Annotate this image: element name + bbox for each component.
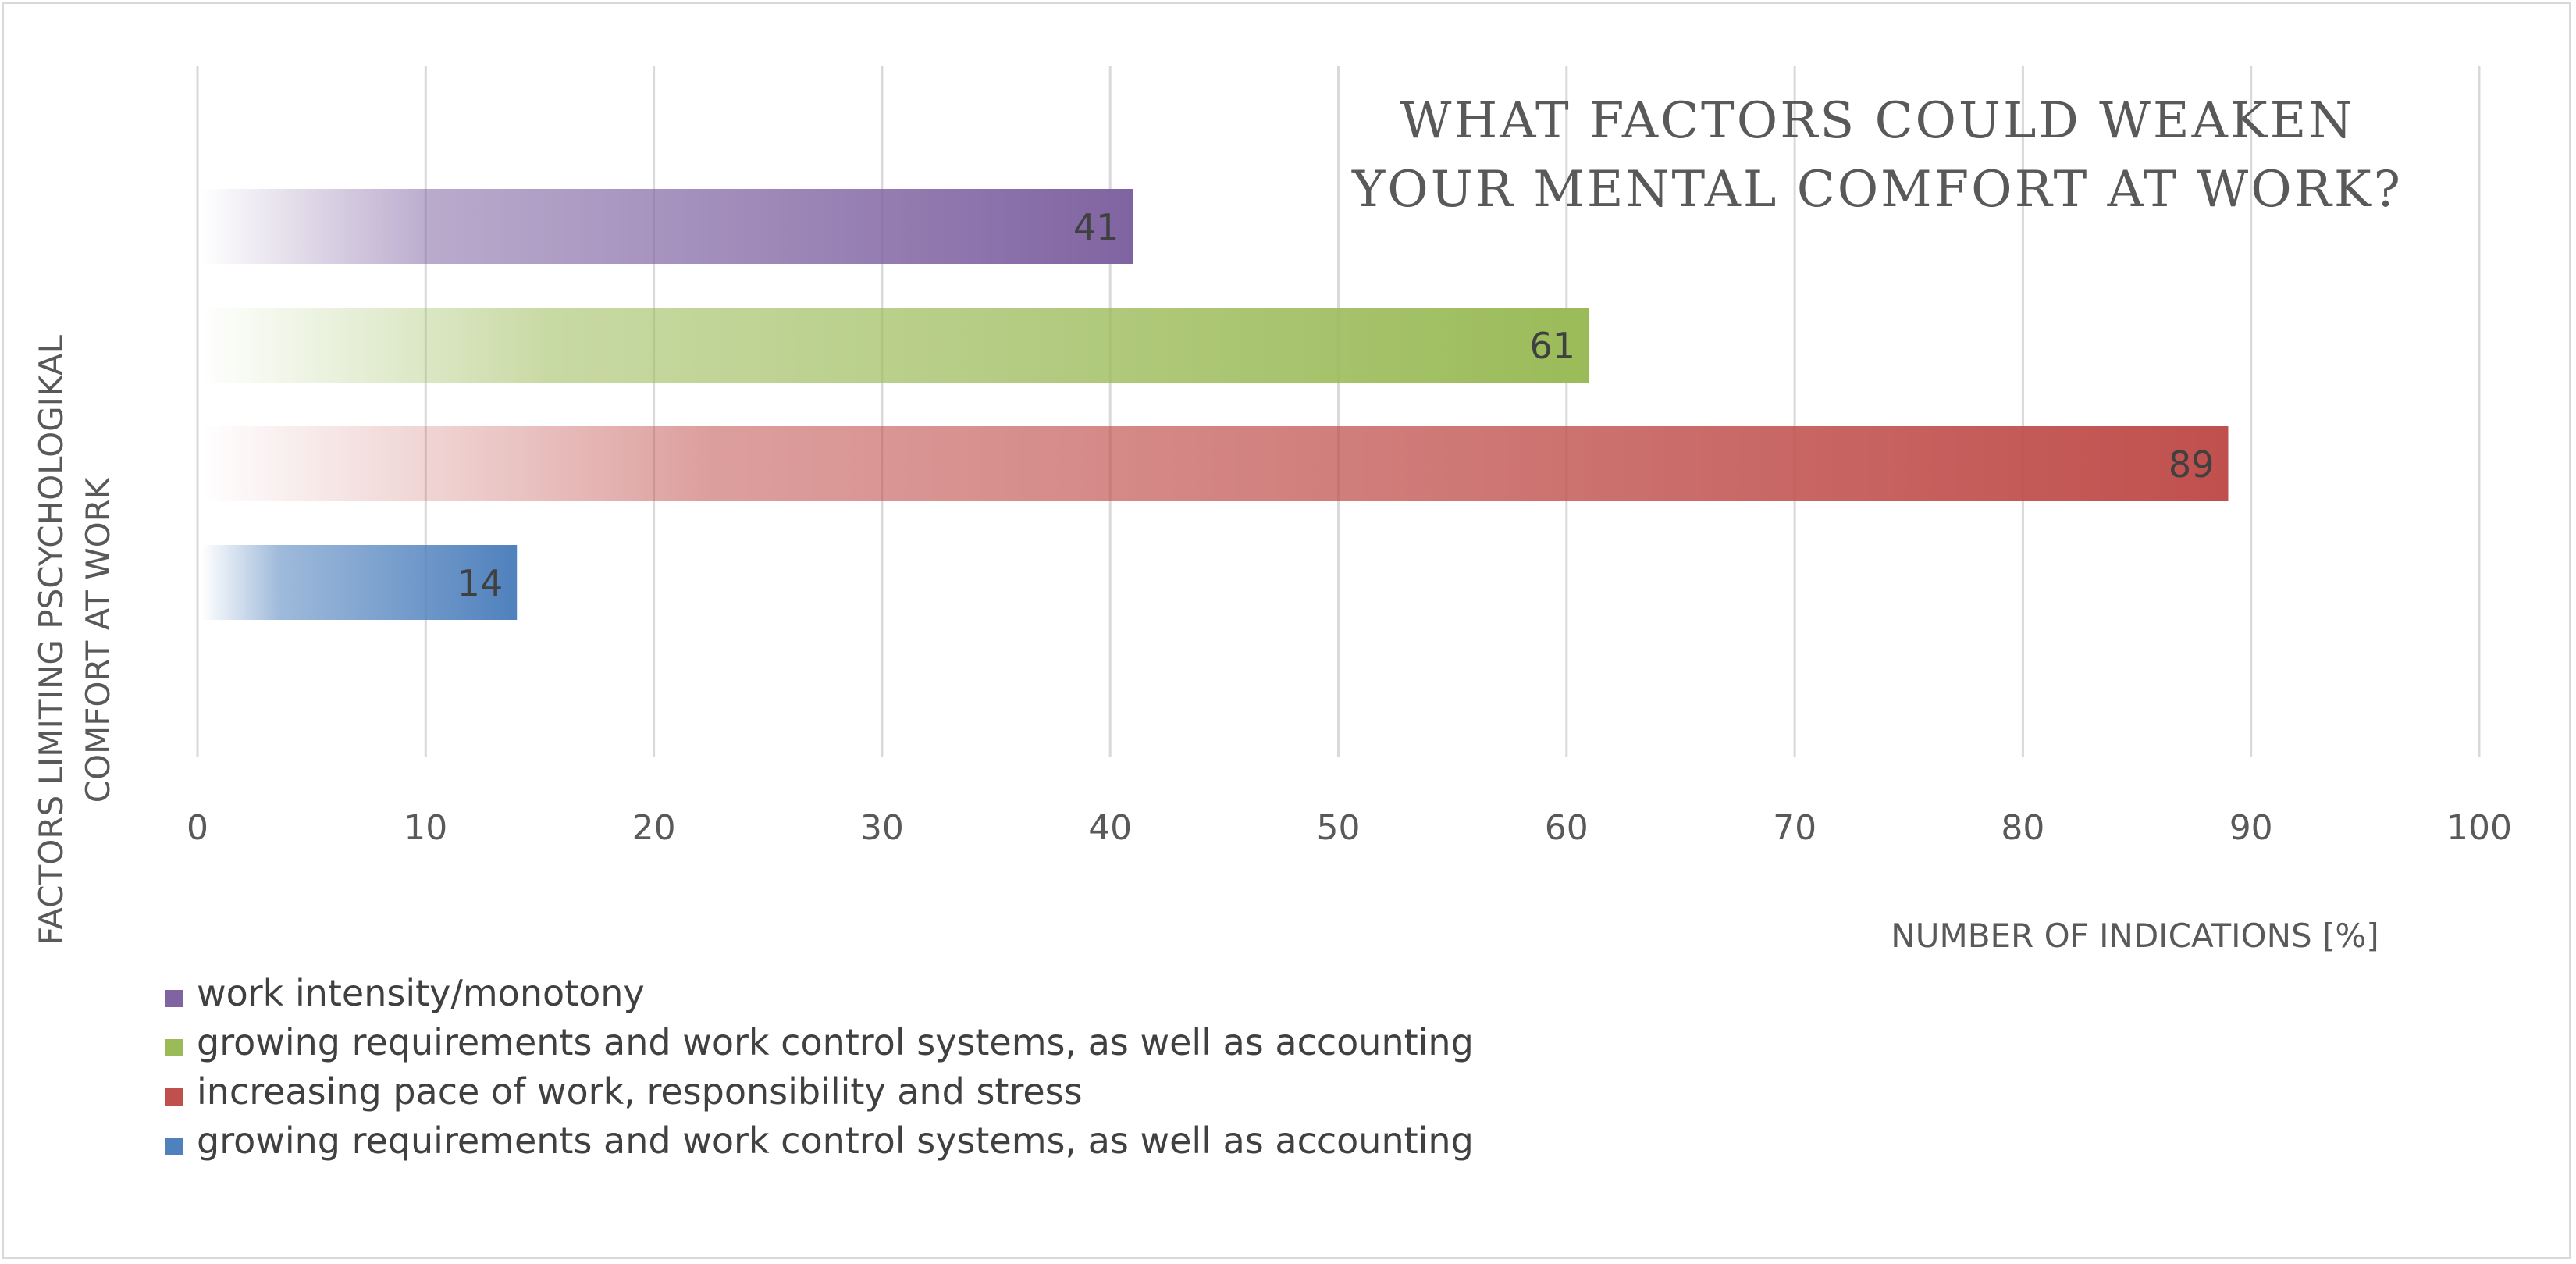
y-axis-label-line-1: FACTORS LIMITING PSCYCHOLOGIKAL [32, 334, 70, 945]
x-axis-label: NUMBER OF INDICATIONS [%] [1891, 917, 2379, 955]
bar-2 [201, 308, 1590, 383]
x-tick-label: 40 [1088, 808, 1132, 848]
bar-4 [201, 545, 518, 620]
legend-label-4: growing requirements and work control sy… [197, 1120, 1474, 1162]
x-tick-label: 20 [632, 808, 676, 848]
data-label-2: 61 [1529, 325, 1575, 367]
legend-swatch-4 [165, 1138, 183, 1155]
x-tick-label: 30 [860, 808, 904, 848]
legend-swatch-3 [165, 1088, 183, 1106]
chart-title-line-1: WHAT FACTORS COULD WEAKEN [1400, 92, 2355, 150]
x-axis-ticks: 0 10 20 30 40 50 60 70 80 90 100 [187, 808, 2512, 848]
legend-swatch-2 [165, 1039, 183, 1056]
data-label-4: 14 [457, 562, 503, 604]
legend: work intensity/monotony growing requireme… [165, 972, 1474, 1162]
y-axis-label-line-2: COMFORT AT WORK [79, 476, 117, 803]
legend-label-2: growing requirements and work control sy… [197, 1021, 1474, 1063]
bar-3 [201, 426, 2229, 501]
gridlines [196, 66, 2481, 757]
x-tick-label: 0 [187, 808, 208, 848]
data-label-1: 41 [1073, 206, 1119, 248]
x-tick-label: 50 [1317, 808, 1361, 848]
x-tick-label: 60 [1545, 808, 1589, 848]
data-label-3: 89 [2169, 443, 2215, 486]
bars: 41 61 89 14 [201, 189, 2229, 620]
legend-label-3: increasing pace of work, responsibility … [197, 1070, 1083, 1113]
legend-swatch-1 [165, 990, 183, 1007]
x-tick-label: 10 [404, 808, 447, 848]
chart-title-line-2: YOUR MENTAL COMFORT AT WORK? [1351, 161, 2403, 219]
x-tick-label: 100 [2446, 808, 2512, 848]
x-tick-label: 80 [2001, 808, 2044, 848]
legend-label-1: work intensity/monotony [197, 972, 645, 1014]
bar-1 [201, 189, 1133, 264]
x-tick-label: 70 [1773, 808, 1816, 848]
x-tick-label: 90 [2229, 808, 2273, 848]
